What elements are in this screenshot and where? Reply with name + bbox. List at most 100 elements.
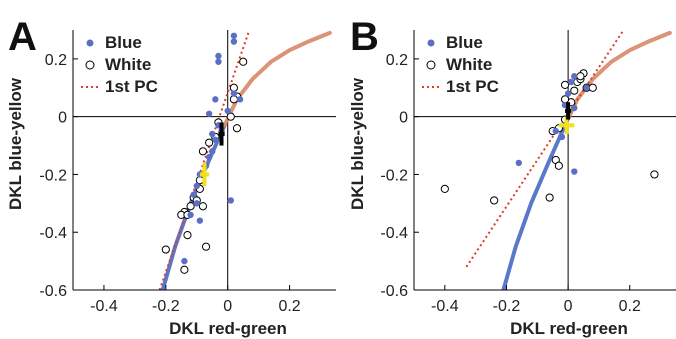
blue-point [187,211,194,219]
blue-point [193,182,200,190]
blue-point [230,38,238,45]
white-point [205,138,214,147]
panel-a: A 0.2 0 -0.2 -0.4 -0.6 -0.4 -0.2 0 0.2 Blue White 1… [6,15,336,338]
blue-point [571,168,578,175]
white-point [201,242,211,251]
white-point [554,161,563,170]
x-tick-label: 0.2 [619,298,641,315]
white-point [232,124,242,133]
white-point [226,112,235,121]
blue-point [215,52,222,60]
legend-label-blue: Blue [105,33,142,52]
white-point [239,57,248,66]
blue-point [552,127,559,135]
blue-point [558,133,566,141]
y-tick-label: -0.2 [380,167,408,184]
y-tick-label: -0.6 [380,283,408,300]
x-tick-label: -0.4 [90,298,118,315]
blue-point [190,191,197,198]
legend: Blue White 1st PC [81,33,158,96]
white-point [161,245,170,254]
plot-clip-a [73,30,336,290]
white-point [180,265,189,274]
legend: Blue White 1st PC [422,33,499,96]
y-tick-label: 0.2 [386,52,408,69]
y-tick-label: -0.4 [380,225,408,242]
blue-point [209,130,216,138]
white-point [560,95,570,104]
y-tick-label: -0.4 [39,225,67,242]
y-tick-label: -0.2 [39,167,67,184]
blue-point [236,96,244,103]
legend-label-white: White [105,55,151,74]
blue-point [224,107,231,115]
blue-point [568,78,575,86]
white-point [229,95,238,104]
legend-label-first-pc: 1st PC [446,77,499,96]
y-tick-label: 0 [399,110,408,127]
legend-blue-marker [427,39,435,47]
legend-white-marker [426,60,436,70]
x-tick-label: 0 [223,298,232,315]
x-tick-label: 0 [564,298,573,315]
plot-area-b: 0.2 0 -0.2 -0.4 -0.6 -0.4 -0.2 0 0.2 Blue White 1st… [380,30,676,315]
white-point [198,202,208,211]
blue-point [181,257,188,265]
blue-point [564,90,572,97]
white-point [195,176,204,185]
legend-label-first-pc: 1st PC [105,77,158,96]
legend-white-marker [85,60,95,70]
panel-letter-b: B [350,15,379,59]
blue-point [230,90,238,97]
white-point [576,72,585,81]
blue-point [515,159,522,167]
blue-point [230,32,238,39]
white-point [183,231,192,240]
legend-label-blue: Blue [446,33,483,52]
blue-point [205,110,213,117]
blue-point [193,200,200,207]
white-point [650,170,659,179]
y-tick-label: -0.6 [39,283,67,300]
panel-letter-a: A [8,15,37,59]
white-point [560,80,570,89]
curve-white-highlight [223,31,331,127]
y-axis-label-a: DKL blue-yellow [6,77,25,210]
legend-label-white: White [446,55,492,74]
blue-point [205,153,213,161]
plot-area-a: 0.2 0 -0.2 -0.4 -0.6 -0.4 -0.2 0 0.2 Blue White 1st… [39,30,336,315]
mean-marker-yellow [199,162,210,186]
blue-point [571,73,578,80]
white-point [490,196,499,205]
blue-point [215,58,222,65]
curve-blue-segment [501,123,567,290]
first-pc-line [465,30,625,268]
first-pc-line [158,30,251,290]
white-point [588,83,597,92]
white-point [570,86,579,95]
white-point [186,202,195,211]
x-axis-label-a: DKL red-green [169,319,287,338]
white-point [440,184,449,193]
panel-b: B 0.2 0 -0.2 -0.4 -0.6 -0.4 -0.2 0 0.2 Blue White 1… [348,15,676,338]
y-tick-label: 0.2 [45,52,67,69]
y-axis-label-b: DKL blue-yellow [348,77,367,210]
blue-point [227,197,234,204]
x-tick-label: -0.2 [152,298,180,315]
x-axis-label-b: DKL red-green [510,319,628,338]
white-point [198,147,208,156]
legend-blue-marker [86,39,94,47]
blue-point [583,84,590,91]
mean-marker-black [218,122,225,146]
blue-point [571,104,578,112]
blue-point [212,136,219,143]
mean-marker-black [565,102,572,120]
white-point [545,193,554,202]
x-tick-label: -0.4 [431,298,459,315]
x-tick-label: 0.2 [278,298,300,315]
white-point [229,83,238,92]
blue-point [209,148,216,155]
curve-white-segment [222,30,332,128]
y-tick-label: 0 [58,110,67,127]
